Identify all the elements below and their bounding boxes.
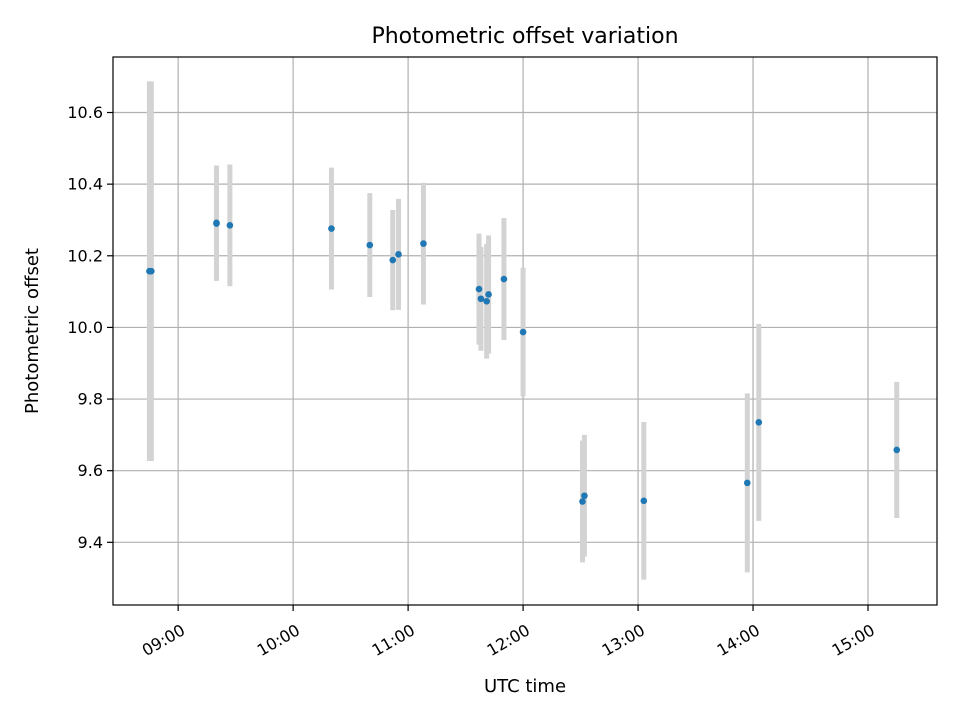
data-point xyxy=(395,251,402,258)
y-axis-ticks: 9.4 9.6 9.8 10.0 10.2 10.4 10.6 xyxy=(67,103,113,552)
y-tick-label: 10.2 xyxy=(67,246,103,265)
data-points xyxy=(146,219,901,505)
x-axis-label: UTC time xyxy=(484,676,566,697)
data-point xyxy=(755,419,763,426)
data-point xyxy=(893,446,901,454)
data-point xyxy=(389,256,397,264)
data-point xyxy=(743,479,751,487)
y-tick-label: 10.6 xyxy=(67,103,103,122)
y-tick-label: 9.8 xyxy=(78,390,103,409)
data-point xyxy=(483,297,490,305)
data-point xyxy=(477,295,485,303)
y-tick-label: 10.0 xyxy=(67,318,103,337)
data-point xyxy=(226,222,234,229)
plot-frame xyxy=(112,56,938,606)
y-axis-label: Photometric offset xyxy=(22,248,43,414)
data-point xyxy=(485,291,492,298)
data-point xyxy=(420,240,427,247)
data-point xyxy=(500,275,508,283)
y-tick-label: 9.4 xyxy=(78,533,103,552)
data-point xyxy=(328,225,335,232)
y-tick-label: 10.4 xyxy=(67,175,103,194)
y-tick-label: 9.6 xyxy=(78,461,103,480)
data-point xyxy=(475,285,483,293)
data-point xyxy=(581,492,588,500)
data-point xyxy=(579,498,586,505)
grid xyxy=(113,57,937,605)
data-point xyxy=(213,219,220,227)
data-point xyxy=(640,497,648,505)
data-point xyxy=(366,241,374,249)
chart-title: Photometric offset variation xyxy=(371,24,678,49)
data-point xyxy=(519,328,527,336)
data-point xyxy=(148,267,155,275)
